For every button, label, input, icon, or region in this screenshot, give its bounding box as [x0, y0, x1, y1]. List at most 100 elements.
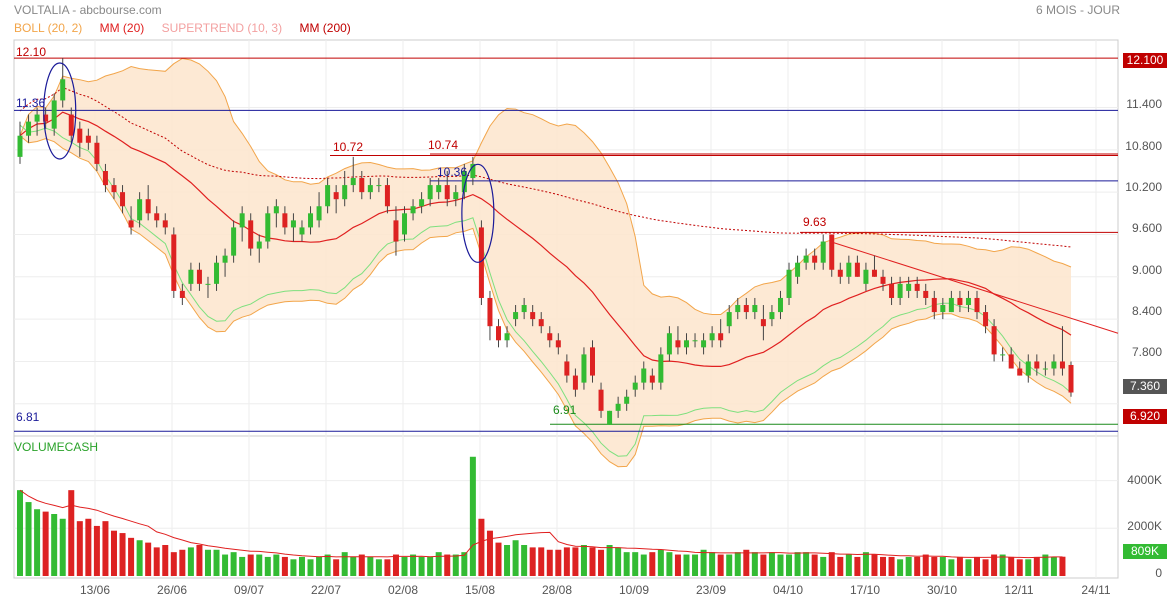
volume-bar — [726, 554, 733, 576]
volume-bar — [110, 530, 117, 576]
volume-bar — [333, 559, 340, 576]
volume-bar — [563, 547, 570, 576]
volume-bar — [469, 456, 476, 576]
indicator-legend: BOLL (20, 2) MM (20) SUPERTREND (10, 3) … — [14, 21, 365, 35]
candle-body — [863, 269, 869, 284]
volume-bar — [153, 547, 160, 576]
candle-body — [709, 333, 715, 341]
volume-bar — [358, 554, 365, 576]
candle-body — [564, 361, 570, 376]
volume-bar — [640, 554, 647, 576]
candle-body — [726, 312, 732, 327]
volume-bars — [17, 456, 1066, 576]
volume-bar — [290, 559, 297, 576]
candle-body — [931, 297, 937, 313]
volume-bar — [222, 554, 229, 576]
candle-body — [957, 297, 963, 306]
volume-bar — [880, 556, 887, 576]
volume-bar — [1033, 556, 1040, 576]
volume-label: VOLUMECASH — [14, 440, 99, 454]
volume-bar — [239, 556, 246, 576]
volume-bar — [17, 490, 23, 576]
volume-bar — [939, 556, 946, 576]
volume-bar — [512, 540, 519, 576]
date-tick: 26/06 — [156, 583, 188, 597]
volume-bar — [623, 552, 630, 576]
volume-tick: 2000K — [1127, 519, 1162, 533]
candle-body — [1034, 361, 1040, 369]
candle-body — [453, 192, 459, 200]
candle-body — [1042, 368, 1048, 370]
candle-body — [325, 185, 331, 207]
candle-body — [120, 192, 126, 207]
candles — [17, 58, 1074, 425]
volume-bar — [392, 554, 399, 576]
candle-body — [948, 297, 954, 313]
mm20-line — [19, 111, 1072, 367]
candle-body — [273, 206, 279, 214]
volume-bar — [452, 554, 459, 576]
volume-bar — [555, 549, 562, 576]
level-label-8: 6.81 — [16, 410, 40, 424]
volume-bar — [367, 556, 374, 576]
candle-body — [43, 114, 49, 122]
price-tick: 10.200 — [1125, 180, 1162, 194]
candle-body — [34, 114, 40, 122]
level-label-3: 10.72 — [333, 140, 364, 154]
candle-body — [402, 213, 408, 235]
volume-bar — [1008, 556, 1015, 576]
candle-body — [102, 170, 108, 186]
volume-bar — [401, 556, 408, 576]
candle-body — [803, 255, 809, 263]
volume-bar — [179, 549, 186, 576]
volume-bar — [384, 559, 391, 576]
candle-body — [256, 241, 262, 249]
panel-border — [13, 435, 1119, 579]
volume-bar — [649, 552, 656, 576]
volume-bar — [213, 549, 220, 576]
chart-title: VOLTALIA - abcbourse.com — [14, 3, 162, 17]
volume-bar — [324, 554, 331, 576]
volume-bar — [504, 545, 511, 576]
candle-body — [701, 340, 707, 348]
candle-body — [282, 213, 288, 228]
candle-body — [290, 220, 296, 228]
volume-bar — [42, 511, 49, 576]
candle-body — [26, 121, 32, 136]
volume-bar — [59, 518, 66, 576]
candle-body — [77, 128, 83, 143]
indicator-lines — [19, 86, 1072, 457]
volume-bar — [914, 556, 921, 576]
candle-body — [1008, 354, 1014, 369]
candle-body — [350, 178, 356, 186]
volume-bar — [965, 559, 972, 576]
candle-body — [444, 185, 450, 200]
candle-body — [589, 347, 595, 376]
volume-bar — [316, 556, 323, 576]
volume-bar — [418, 556, 425, 576]
candle-body — [777, 297, 783, 313]
volume-bar — [974, 556, 981, 576]
candle-body — [607, 410, 613, 425]
date-tick: 13/06 — [79, 583, 111, 597]
volume-last-box: 809K — [1123, 544, 1167, 559]
volume-bar — [538, 547, 545, 576]
volume-bar — [76, 521, 83, 576]
volume-bar — [93, 525, 100, 576]
volume-bar — [350, 556, 357, 576]
volume-bar — [854, 556, 861, 576]
candle-body — [846, 262, 852, 277]
annotation-ellipses — [43, 62, 495, 263]
volume-bar — [709, 552, 716, 576]
candle-body — [1025, 361, 1031, 376]
volume-bar — [1042, 554, 1049, 576]
volume-bar — [34, 509, 41, 576]
candle-body — [914, 283, 920, 291]
volume-bar — [85, 518, 92, 576]
volume-bar — [931, 556, 938, 576]
price-tick: 9.600 — [1131, 221, 1162, 235]
candle-body — [889, 283, 895, 298]
price-box-high: 12.100 — [1123, 53, 1167, 68]
volume-bar — [905, 556, 912, 576]
candle-body — [683, 340, 689, 348]
